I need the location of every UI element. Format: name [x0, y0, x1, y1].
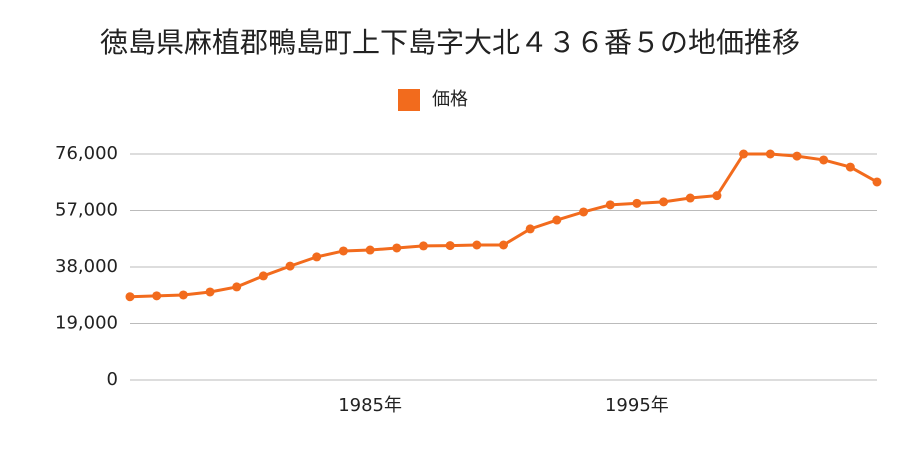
- data-point: [365, 245, 375, 255]
- data-point: [632, 198, 642, 208]
- data-point: [392, 243, 402, 253]
- data-point: [685, 193, 695, 203]
- data-point: [445, 241, 455, 251]
- data-point: [659, 197, 669, 207]
- data-point: [819, 155, 829, 165]
- data-point: [792, 151, 802, 161]
- y-tick-label: 19,000: [55, 313, 118, 334]
- data-point: [605, 200, 615, 210]
- data-point: [232, 282, 242, 292]
- y-tick-label: 76,000: [55, 143, 118, 164]
- data-point: [258, 271, 268, 281]
- x-tick-label: 1985年: [338, 395, 402, 416]
- data-point: [712, 191, 722, 201]
- series-line: [129, 152, 878, 299]
- data-point: [418, 241, 428, 251]
- legend-label: 価格: [432, 89, 468, 110]
- x-tick-label: 1995年: [605, 395, 669, 416]
- data-point: [472, 240, 482, 250]
- data-point: [205, 287, 215, 297]
- y-tick-label: 0: [107, 369, 118, 390]
- data-point: [125, 292, 135, 302]
- data-point: [739, 149, 749, 159]
- data-point: [178, 290, 188, 300]
- data-point: [552, 215, 562, 225]
- data-point: [525, 224, 535, 234]
- data-point: [312, 252, 322, 262]
- legend-swatch: [398, 89, 420, 111]
- chart-title: 徳島県麻植郡鴨島町上下島字大北４３６番５の地価推移: [100, 26, 800, 59]
- y-tick-label: 57,000: [55, 200, 118, 221]
- data-point: [499, 240, 508, 250]
- data-point: [765, 149, 775, 159]
- y-tick-label: 38,000: [55, 256, 118, 277]
- data-point: [579, 207, 589, 217]
- data-point: [872, 177, 882, 187]
- data-point: [152, 291, 162, 301]
- data-point: [285, 261, 295, 271]
- data-point: [845, 162, 855, 172]
- data-point: [338, 246, 348, 256]
